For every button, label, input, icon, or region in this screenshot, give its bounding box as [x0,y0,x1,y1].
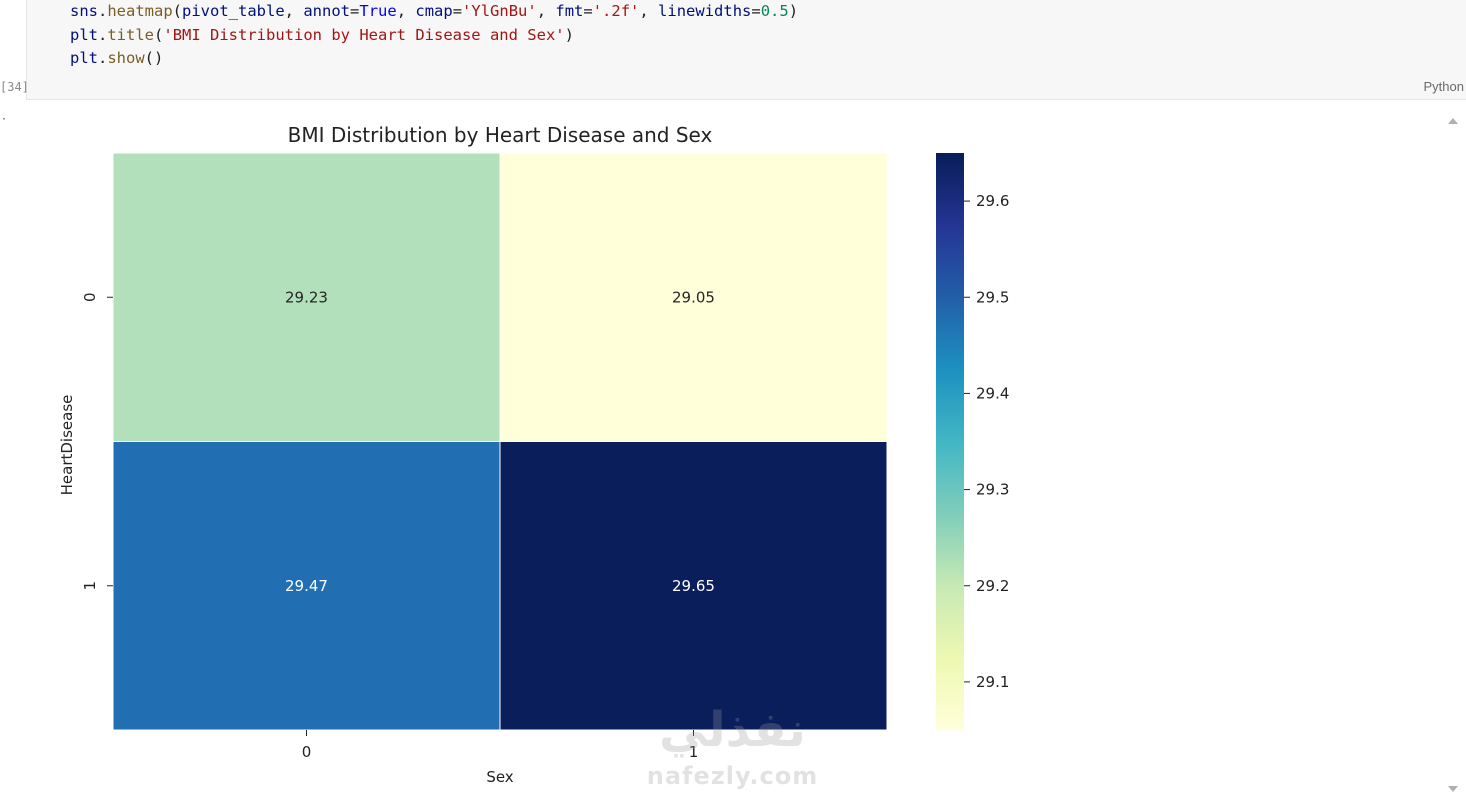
code-token: , [536,2,556,20]
output-marker: · [2,112,6,126]
code-token: = [350,2,360,20]
scroll-up-arrow-icon[interactable] [1448,118,1458,124]
colorbar-tick-label: 29.5 [976,288,1009,306]
code-token: plt [70,25,98,44]
x-tick-label: 0 [302,743,312,761]
code-editor[interactable]: sns.heatmap(pivot_table, annot=True, cma… [70,0,798,71]
code-token: . [98,25,108,44]
cell-annotation: 29.65 [672,577,715,595]
heatmap-cell [499,441,888,731]
heatmap-cell [499,152,888,442]
code-token: ( [172,2,183,20]
code-token: , [284,2,304,20]
code-token: True [359,2,397,20]
code-token: ) [564,25,574,44]
code-token: plt [70,49,98,67]
code-token: heatmap [107,2,173,20]
heatmap-cell [112,152,501,442]
code-token: '.2f' [592,2,640,20]
code-token: = [452,2,463,20]
code-line: sns.heatmap(pivot_table, annot=True, cma… [70,0,798,24]
y-tick-label: 0 [81,292,99,302]
code-token: , [396,2,416,20]
code-line: plt.title('BMI Distribution by Heart Dis… [70,24,798,48]
code-token: , [639,2,659,20]
code-token: cmap [415,2,453,20]
scroll-down-arrow-icon[interactable] [1448,786,1458,792]
code-token: fmt [555,2,584,20]
heatmap-cell [112,441,501,731]
code-token: title [107,25,155,44]
chart-title: BMI Distribution by Heart Disease and Se… [288,123,713,147]
code-token: 0.5 [760,2,789,20]
cell-annotation: 29.05 [672,288,715,306]
colorbar [936,153,964,730]
cell-language-label[interactable]: Python [1423,79,1464,94]
x-tick-label: 1 [689,743,699,761]
code-token: ) [788,2,799,20]
code-token: . [98,2,108,20]
code-cell[interactable]: sns.heatmap(pivot_table, annot=True, cma… [26,0,1466,100]
code-token: linewidths [658,2,752,20]
code-token: ( [154,25,164,44]
code-token: = [583,2,593,20]
y-tick-label: 1 [81,581,99,591]
code-token: annot [303,2,351,20]
code-token: pivot_table [182,2,285,20]
code-token: () [144,49,164,67]
code-token: 'YlGnBu' [462,2,537,20]
colorbar-tick-label: 29.4 [976,384,1009,402]
colorbar-tick-label: 29.2 [976,577,1009,595]
colorbar-tick-label: 29.6 [976,192,1009,210]
code-token: 'BMI Distribution by Heart Disease and S… [163,25,565,44]
code-token: show [107,49,145,67]
code-token: sns [70,2,98,20]
execution-count: [34] [0,80,29,94]
x-axis-label: Sex [486,768,513,786]
code-token: = [751,2,761,20]
colorbar-tick-label: 29.1 [976,673,1009,691]
colorbar-tick-label: 29.3 [976,481,1009,499]
y-axis-label: HeartDisease [58,395,76,496]
cell-annotation: 29.23 [285,288,328,306]
code-token: . [98,49,108,67]
code-line: plt.show() [70,47,798,71]
cell-annotation: 29.47 [285,577,328,595]
